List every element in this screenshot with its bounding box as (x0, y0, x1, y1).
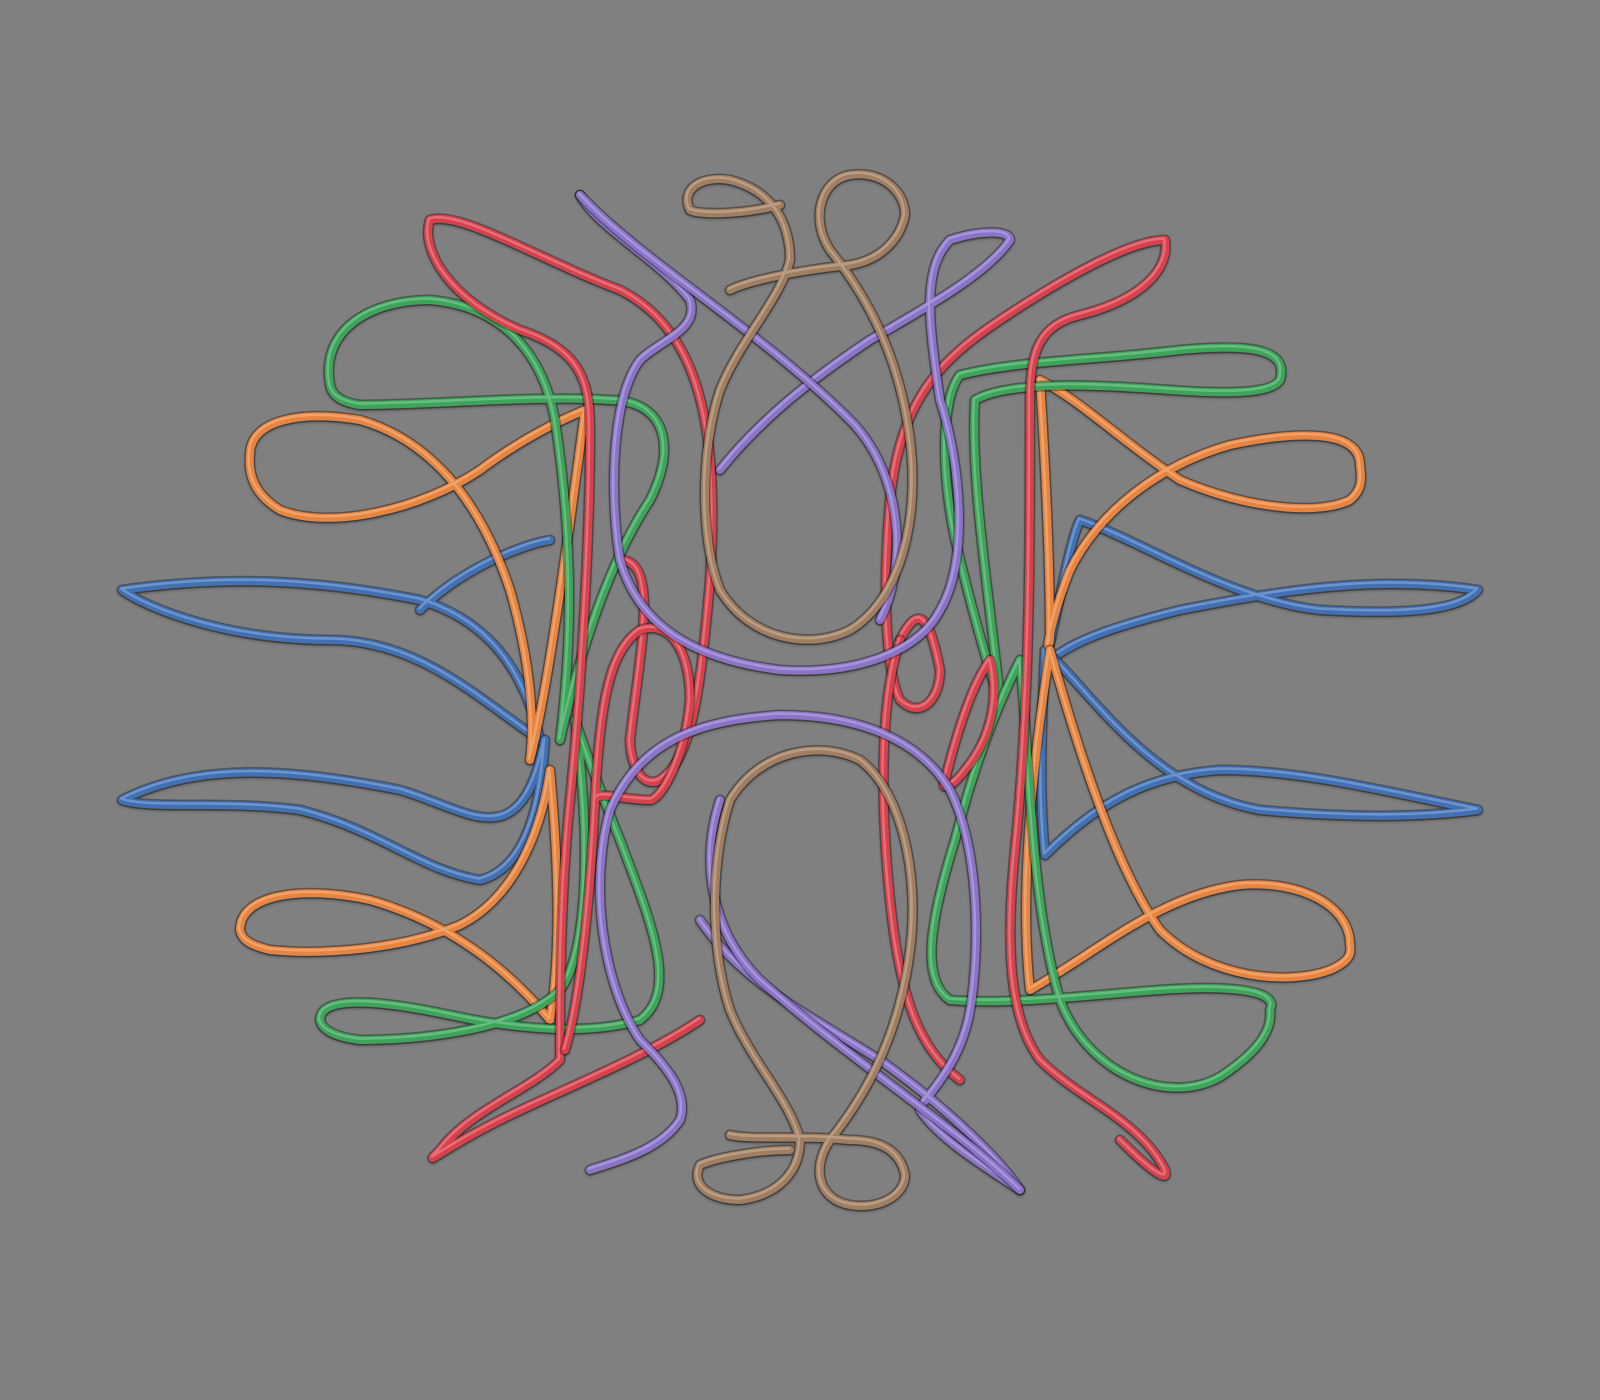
coil-orange-lower-left-highlight (237, 767, 558, 1020)
coil-brown-bottom-highlight (695, 747, 913, 1206)
coil-orange-lower-right-highlight (1023, 647, 1351, 990)
coil-blue-lower-left-highlight (119, 737, 546, 880)
coil-blue-lower-left (118, 736, 549, 884)
coil-green-upper-left (324, 296, 669, 744)
coil-blue-upper-left (118, 536, 554, 744)
coil-brown-top (683, 170, 917, 644)
coil-green-upper-left-highlight (326, 297, 665, 740)
coil-brown-top-highlight (685, 171, 913, 640)
coil-brown-top-edge (682, 168, 918, 646)
coil-red-center-left-highlight (562, 625, 691, 1050)
coil-blue-lower-left-edge (116, 734, 551, 886)
coil-purple-top (576, 191, 1014, 675)
coil-green-upper-right (941, 343, 1286, 704)
coil-red-left-highlight (425, 216, 713, 1158)
coil-orange-lower-right (1022, 646, 1355, 994)
coil-orange-upper-right-highlight (1037, 377, 1362, 646)
coil-green-lower-right-highlight (929, 657, 1272, 1088)
coil-orange-lower-right-edge (1020, 644, 1356, 996)
coil-purple-top-highlight (577, 192, 1011, 671)
coil-purple-bottom-highlight (587, 712, 1021, 1190)
coil-blue-lower-right-highlight (1039, 647, 1479, 855)
coil-orange-upper-left-highlight (247, 407, 586, 760)
coil-purple-right-strand-highlight (708, 797, 1021, 1190)
coil-green-lower-right-edge (926, 654, 1277, 1094)
coil-purple-left-strand-highlight (577, 192, 898, 620)
coil-red-right-highlight (883, 237, 1166, 1176)
coil-green-lower-right (927, 656, 1276, 1092)
